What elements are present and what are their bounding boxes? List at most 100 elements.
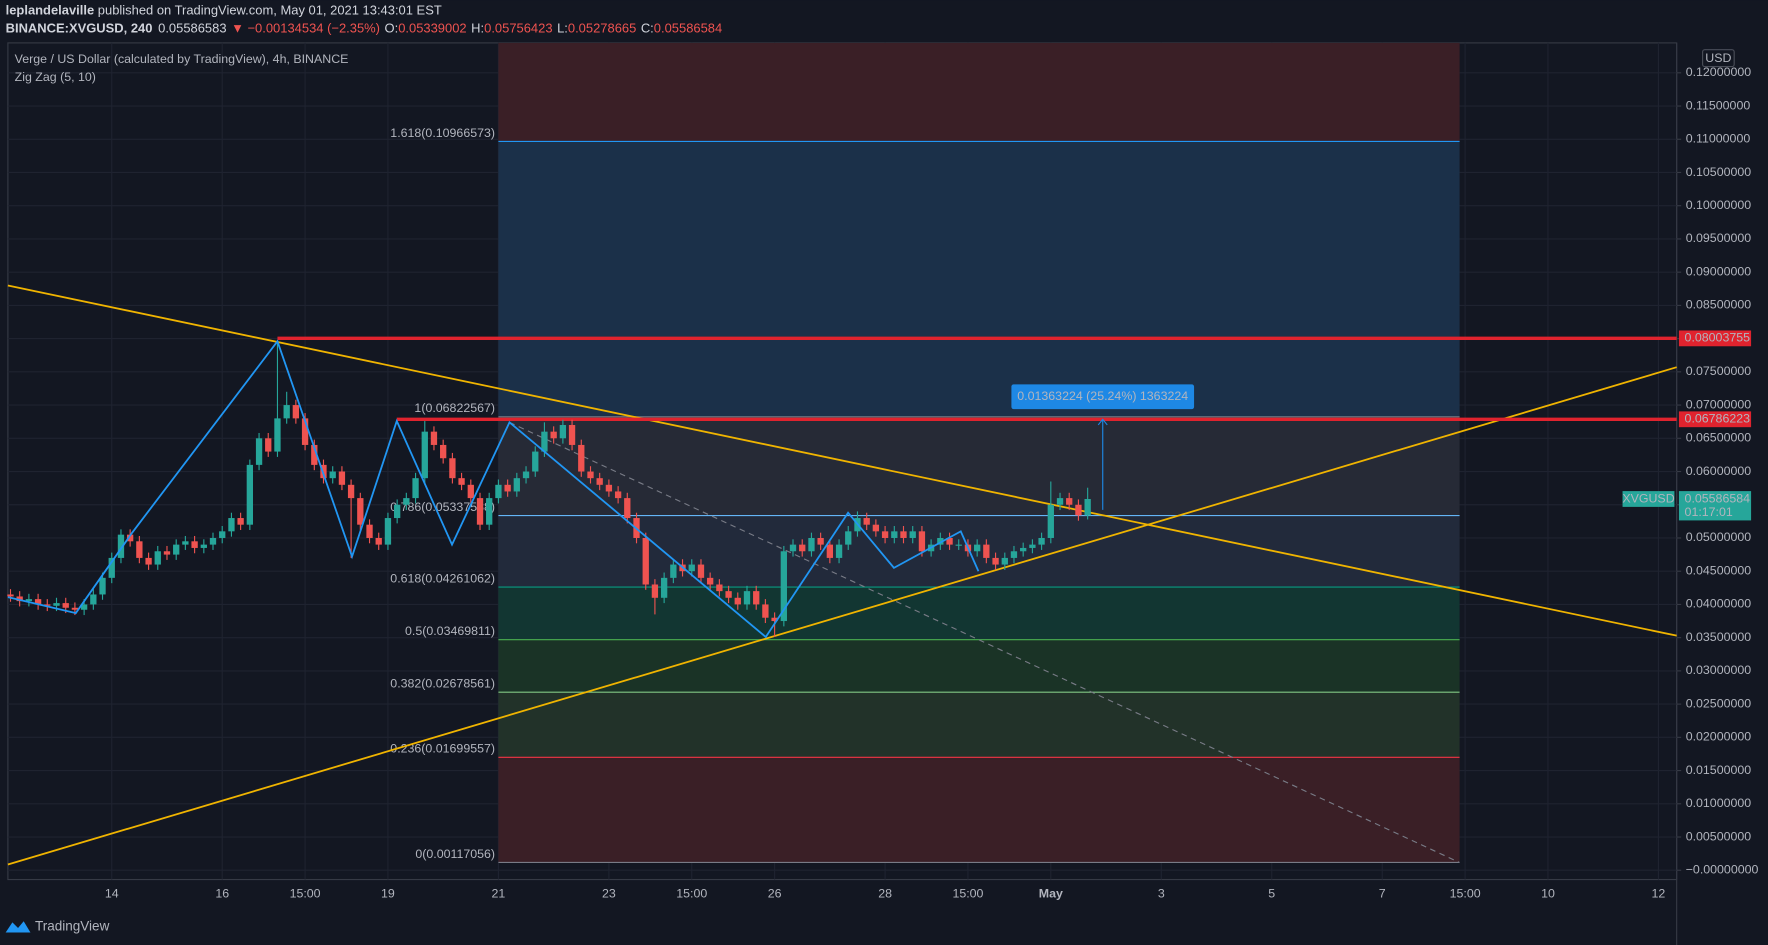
candle-body xyxy=(99,577,106,595)
y-tick-label: 0.06000000 xyxy=(1686,464,1752,478)
fib-label: 0.236(0.01699557) xyxy=(390,742,495,756)
symbol-tag xyxy=(1622,491,1675,507)
candle-body xyxy=(154,551,161,565)
candle-body xyxy=(1010,551,1018,558)
x-tick-label: 12 xyxy=(1652,886,1666,900)
candle-body xyxy=(200,544,207,548)
candle-body xyxy=(25,599,33,602)
x-tick-label: 26 xyxy=(768,886,782,900)
candle-body xyxy=(219,531,226,538)
candle-body xyxy=(808,537,815,552)
candle-body xyxy=(532,451,539,472)
candle-body xyxy=(725,591,732,598)
y-tick-label: 0.12000000 xyxy=(1686,65,1752,79)
candle-body xyxy=(16,596,23,602)
candle-body xyxy=(126,534,134,542)
y-tick-label: 0.04500000 xyxy=(1686,563,1752,577)
candle-body xyxy=(670,564,677,578)
trend-line xyxy=(7,366,1677,866)
candle-body xyxy=(762,604,769,618)
candle-body xyxy=(992,557,999,565)
x-tick-label: 3 xyxy=(1158,886,1165,900)
candle-body xyxy=(955,544,962,546)
x-tick-label: 15:00 xyxy=(290,886,321,900)
y-tick-label: 0.11500000 xyxy=(1686,98,1751,112)
fib-label: 1(0.06822567) xyxy=(414,401,495,415)
candle-body xyxy=(7,594,14,597)
fib-zone xyxy=(498,141,1460,417)
candle-body xyxy=(274,418,281,452)
candle-body xyxy=(909,531,916,538)
zigzag xyxy=(7,339,980,639)
y-tick-label: 0.07500000 xyxy=(1686,364,1752,378)
candle-body xyxy=(743,591,751,605)
candle-body xyxy=(375,537,382,545)
symbol-tag-label: XVGUSD xyxy=(1622,491,1674,505)
x-tick-label: 5 xyxy=(1268,886,1275,900)
y-tick-label: 0.05000000 xyxy=(1686,530,1752,544)
y-tick-label: 0.06500000 xyxy=(1686,431,1752,445)
x-tick-label: 15:00 xyxy=(952,886,983,900)
ohlc-value: 0.05339002 xyxy=(398,21,466,36)
y-tick-label: 0.03000000 xyxy=(1686,663,1752,677)
brand-logo xyxy=(5,921,31,933)
candle-body xyxy=(412,478,419,499)
candle-body xyxy=(559,425,567,439)
candle-body xyxy=(918,531,926,552)
candle-body xyxy=(366,524,373,538)
y-tick-label: 0.09500000 xyxy=(1686,231,1752,245)
candle-body xyxy=(1075,504,1082,516)
candle-body xyxy=(1056,498,1064,505)
currency: USD xyxy=(1705,51,1731,65)
y-tick-label: 0.11000000 xyxy=(1686,132,1751,146)
y-tick-label: −0.00000000 xyxy=(1686,863,1759,877)
candle-body xyxy=(1084,498,1091,516)
header-line-2: BINANCE:XVGUSD, 240 0.05586583 ▼ −0.001345… xyxy=(6,21,723,36)
price-box xyxy=(1678,330,1752,347)
fib-zone xyxy=(498,587,1460,640)
x-tick-label: May xyxy=(1039,886,1063,900)
x-tick-label: 14 xyxy=(105,886,119,900)
candle-body xyxy=(614,491,622,499)
candle-body xyxy=(486,498,493,525)
author: leplandelaville xyxy=(6,3,95,18)
fib-zone xyxy=(498,42,1460,142)
candle-body xyxy=(789,544,797,552)
candle-body xyxy=(136,541,143,558)
candle-body xyxy=(117,534,125,558)
candle-body xyxy=(246,464,253,525)
x-tick-label: 28 xyxy=(878,886,892,900)
candle-body xyxy=(90,594,97,605)
candle-body xyxy=(255,438,263,465)
candle-body xyxy=(440,444,447,459)
y-tick-label: 0.09000000 xyxy=(1686,264,1752,278)
candle-body xyxy=(587,471,594,479)
trend-line xyxy=(7,284,1677,637)
candle-body xyxy=(1001,557,1008,565)
candle-body xyxy=(357,498,364,525)
ohlc-value: 0.05586584 xyxy=(654,21,722,36)
candle-body xyxy=(329,471,336,479)
brand: TradingView xyxy=(35,918,110,933)
ohlc-key: O: xyxy=(385,21,399,36)
candle-body xyxy=(504,484,511,492)
candle-body xyxy=(283,405,290,419)
y-tick-label: 0.03500000 xyxy=(1686,630,1752,644)
candle-body xyxy=(34,599,42,605)
candle-body xyxy=(881,531,889,538)
fib-zone xyxy=(498,639,1460,693)
y-tick-label: 0.02000000 xyxy=(1686,730,1752,744)
candle-body xyxy=(1029,544,1036,548)
candle-body xyxy=(421,431,428,479)
measure-box xyxy=(1011,384,1195,410)
published: published on TradingView.com, May 01, 20… xyxy=(94,3,442,18)
candle-body xyxy=(872,524,880,532)
candle-body xyxy=(265,438,272,452)
candle-body xyxy=(845,531,852,545)
candle-body xyxy=(550,431,557,439)
fib-label: 0.618(0.04261062) xyxy=(390,571,495,585)
y-tick-label: 0.08500000 xyxy=(1686,298,1752,312)
candle-body xyxy=(394,504,401,519)
candle-body xyxy=(44,604,51,606)
